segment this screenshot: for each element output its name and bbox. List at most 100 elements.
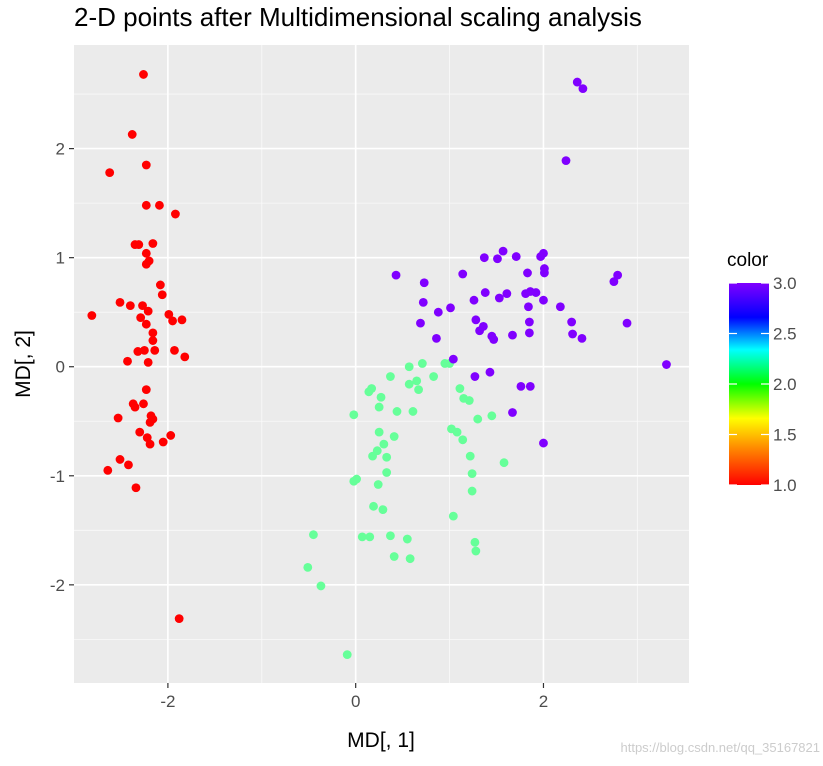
data-point bbox=[389, 432, 399, 441]
data-point bbox=[480, 288, 490, 297]
data-point bbox=[316, 581, 326, 591]
data-point bbox=[467, 486, 477, 496]
data-point bbox=[138, 301, 147, 311]
data-point bbox=[125, 301, 135, 311]
data-point bbox=[131, 483, 141, 493]
data-point bbox=[148, 328, 158, 338]
data-point bbox=[141, 248, 151, 258]
data-point bbox=[471, 315, 481, 325]
data-point bbox=[452, 427, 462, 437]
data-point bbox=[539, 438, 548, 448]
data-point bbox=[539, 295, 548, 305]
data-point bbox=[365, 532, 375, 542]
data-point bbox=[389, 552, 399, 561]
data-point bbox=[448, 511, 458, 521]
data-point bbox=[498, 246, 508, 256]
data-point bbox=[115, 455, 125, 464]
data-point bbox=[177, 315, 187, 325]
data-point bbox=[145, 417, 155, 427]
data-point bbox=[567, 317, 577, 327]
legend-tick-label: 2.0 bbox=[773, 375, 797, 394]
data-point bbox=[148, 336, 158, 345]
data-point bbox=[577, 333, 587, 343]
data-point bbox=[433, 307, 443, 317]
x-tick-label: -2 bbox=[160, 692, 175, 711]
data-point bbox=[141, 160, 151, 170]
data-point bbox=[113, 413, 123, 423]
data-point bbox=[662, 360, 671, 369]
data-point bbox=[572, 77, 582, 87]
data-point bbox=[516, 381, 526, 391]
data-point bbox=[458, 269, 468, 279]
data-point bbox=[555, 302, 565, 312]
color-legend: color 1.0 1.5 2.0 2.5 3.0 bbox=[727, 250, 797, 495]
y-tick-label: 2 bbox=[56, 140, 65, 159]
data-point bbox=[473, 414, 483, 424]
legend-tick-label: 3.0 bbox=[773, 274, 797, 293]
data-point bbox=[148, 239, 158, 248]
data-point bbox=[502, 289, 512, 299]
data-point bbox=[539, 248, 548, 258]
data-point bbox=[404, 379, 414, 389]
y-tick-label: -1 bbox=[50, 467, 65, 486]
data-point bbox=[139, 399, 148, 409]
y-axis-ticks: -2 -1 0 1 2 bbox=[50, 140, 74, 595]
data-point bbox=[180, 352, 190, 362]
data-point bbox=[87, 311, 97, 320]
data-point bbox=[609, 277, 619, 287]
legend-tick-label: 1.5 bbox=[773, 426, 797, 445]
data-point bbox=[368, 451, 377, 461]
data-point bbox=[540, 268, 549, 278]
data-point bbox=[455, 384, 465, 393]
data-point bbox=[164, 309, 174, 319]
data-point bbox=[376, 392, 386, 402]
data-point bbox=[578, 84, 588, 94]
data-point bbox=[508, 408, 517, 417]
data-point bbox=[405, 554, 415, 564]
data-point bbox=[382, 452, 392, 462]
data-point bbox=[166, 431, 176, 440]
data-point bbox=[408, 407, 418, 416]
data-point bbox=[465, 451, 475, 461]
data-point bbox=[493, 254, 502, 264]
plot-panel bbox=[74, 45, 689, 683]
chart-title: 2-D points after Multidimensional scalin… bbox=[74, 2, 642, 32]
data-point bbox=[349, 410, 359, 420]
y-axis-label: MD[, 2] bbox=[12, 330, 35, 398]
data-point bbox=[357, 532, 367, 542]
data-point bbox=[123, 356, 132, 366]
data-point bbox=[525, 287, 535, 296]
data-point bbox=[378, 505, 388, 514]
data-point bbox=[143, 357, 153, 367]
data-point bbox=[479, 253, 489, 263]
data-point bbox=[487, 411, 497, 421]
data-point bbox=[404, 362, 414, 372]
data-point bbox=[524, 317, 534, 327]
data-point bbox=[464, 396, 474, 405]
data-point bbox=[374, 427, 384, 437]
data-point bbox=[524, 302, 533, 312]
legend-tick-label: 1.0 bbox=[773, 476, 797, 495]
data-point bbox=[417, 359, 427, 368]
data-point bbox=[124, 460, 133, 470]
data-point bbox=[141, 319, 151, 329]
data-point bbox=[418, 297, 428, 307]
data-point bbox=[145, 439, 155, 449]
data-point bbox=[374, 402, 384, 412]
data-point bbox=[364, 387, 374, 397]
data-point bbox=[414, 385, 423, 395]
data-point bbox=[524, 328, 534, 338]
data-point bbox=[157, 290, 167, 300]
data-point bbox=[135, 427, 145, 437]
data-point bbox=[174, 614, 184, 624]
data-point bbox=[150, 345, 160, 355]
data-point bbox=[386, 372, 395, 381]
data-point bbox=[379, 439, 389, 449]
data-point bbox=[432, 333, 441, 343]
data-point bbox=[523, 268, 532, 278]
data-point bbox=[561, 156, 571, 166]
data-point bbox=[391, 270, 401, 280]
data-point bbox=[115, 297, 125, 307]
data-point bbox=[475, 326, 485, 336]
data-point bbox=[568, 329, 577, 339]
